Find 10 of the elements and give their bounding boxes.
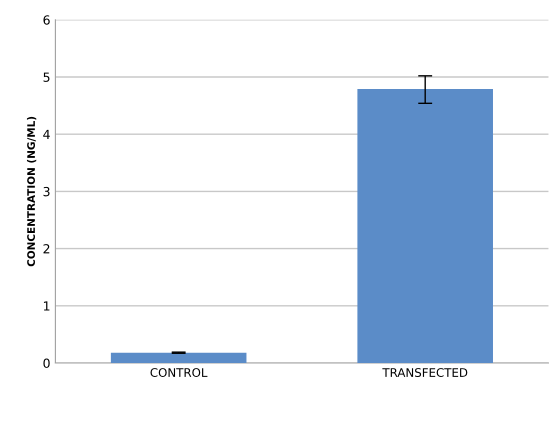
y-tick-label: 0: [43, 358, 50, 368]
y-tick-label: 3: [44, 186, 50, 196]
y-tick-label: 6: [43, 15, 50, 25]
y-tick-label: 1: [44, 301, 50, 311]
y-tick-label: 5: [44, 72, 50, 82]
y-tick-label: 2: [44, 244, 50, 254]
y-tick-label: 4: [43, 130, 50, 139]
y-axis-title: CONCENTRATION (NG/ML): [26, 116, 36, 266]
x-tick-label: TRANSFECTED: [382, 368, 468, 377]
x-tick-label: CONTROL: [150, 368, 208, 377]
